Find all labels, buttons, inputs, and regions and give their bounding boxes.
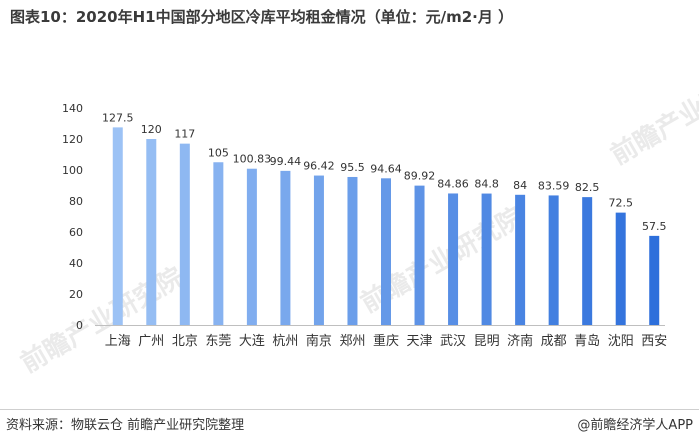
x-tick-label: 北京 (172, 334, 198, 349)
y-tick-label: 100 (62, 164, 83, 177)
data-label: 127.5 (102, 111, 134, 124)
data-label: 84.86 (437, 177, 469, 190)
y-tick-label: 40 (69, 257, 83, 270)
x-tick-label: 济南 (507, 333, 533, 349)
data-label: 117 (174, 128, 195, 141)
data-label: 100.83 (233, 153, 272, 166)
bar (414, 185, 425, 325)
x-axis: 上海 广州 北京 东莞 大连 杭州 南京 郑州 重庆 天津 武汉 昆明 济南 成都 青岛 沈阳 西安 (95, 325, 667, 349)
y-tick-label: 0 (76, 319, 83, 332)
x-tick-label: 东莞 (205, 334, 231, 349)
y-tick-label: 120 (62, 133, 83, 146)
bar (381, 178, 391, 325)
data-label: 84 (513, 179, 527, 192)
x-tick-label: 重庆 (373, 333, 399, 349)
x-tick-label: 武汉 (440, 334, 466, 349)
data-label: 94.64 (370, 162, 402, 175)
x-tick-label: 西安 (641, 334, 667, 349)
bar (481, 193, 492, 325)
x-tick-label: 成都 (541, 334, 567, 349)
x-tick-label: 广州 (138, 334, 164, 349)
data-label: 72.5 (608, 197, 633, 210)
data-label: 57.5 (642, 220, 667, 233)
y-tick-label: 80 (69, 195, 83, 208)
x-tick-label: 南京 (306, 333, 332, 349)
bar (146, 139, 157, 325)
y-tick-label: 140 (62, 102, 83, 115)
x-tick-label: 郑州 (339, 334, 365, 349)
x-tick-label: 天津 (407, 334, 433, 349)
bars (112, 127, 660, 325)
source-text: 资料来源：物联云仓 前瞻产业研究院整理 (6, 418, 245, 433)
footer-divider (0, 409, 699, 410)
y-axis: 0 20 40 60 80 100 120 140 (62, 102, 83, 332)
bar (615, 212, 626, 325)
bar (649, 235, 660, 325)
x-tick-label: 杭州 (272, 334, 298, 349)
bar (582, 197, 593, 325)
data-label: 120 (141, 123, 162, 136)
bar (548, 195, 559, 325)
bar (280, 170, 291, 325)
bar (213, 162, 224, 325)
x-tick-label: 大连 (239, 333, 265, 349)
x-tick-label: 昆明 (474, 334, 500, 349)
data-label: 89.92 (404, 170, 436, 183)
bar (313, 175, 324, 325)
data-label: 105 (208, 146, 229, 159)
bar (246, 168, 257, 325)
bar (448, 193, 459, 325)
brand-text: @前瞻经济学人APP (577, 418, 693, 433)
chart-title: 图表10：2020年H1中国部分地区冷库平均租金情况（单位：元/m2·月 ） (10, 8, 514, 26)
y-tick-label: 60 (69, 226, 83, 239)
bar (112, 127, 123, 325)
x-tick-label: 青岛 (574, 333, 600, 349)
data-label: 96.42 (303, 160, 335, 173)
bar (515, 194, 526, 325)
data-label: 95.5 (340, 161, 365, 174)
bar (347, 176, 358, 325)
x-tick-label: 沈阳 (608, 334, 634, 349)
data-label: 84.8 (474, 178, 499, 191)
y-tick-label: 20 (69, 288, 83, 301)
bar (179, 143, 190, 325)
data-label: 83.59 (538, 179, 570, 192)
data-label: 99.44 (270, 155, 302, 168)
x-tick-label: 上海 (105, 334, 131, 349)
data-label: 82.5 (575, 181, 600, 194)
